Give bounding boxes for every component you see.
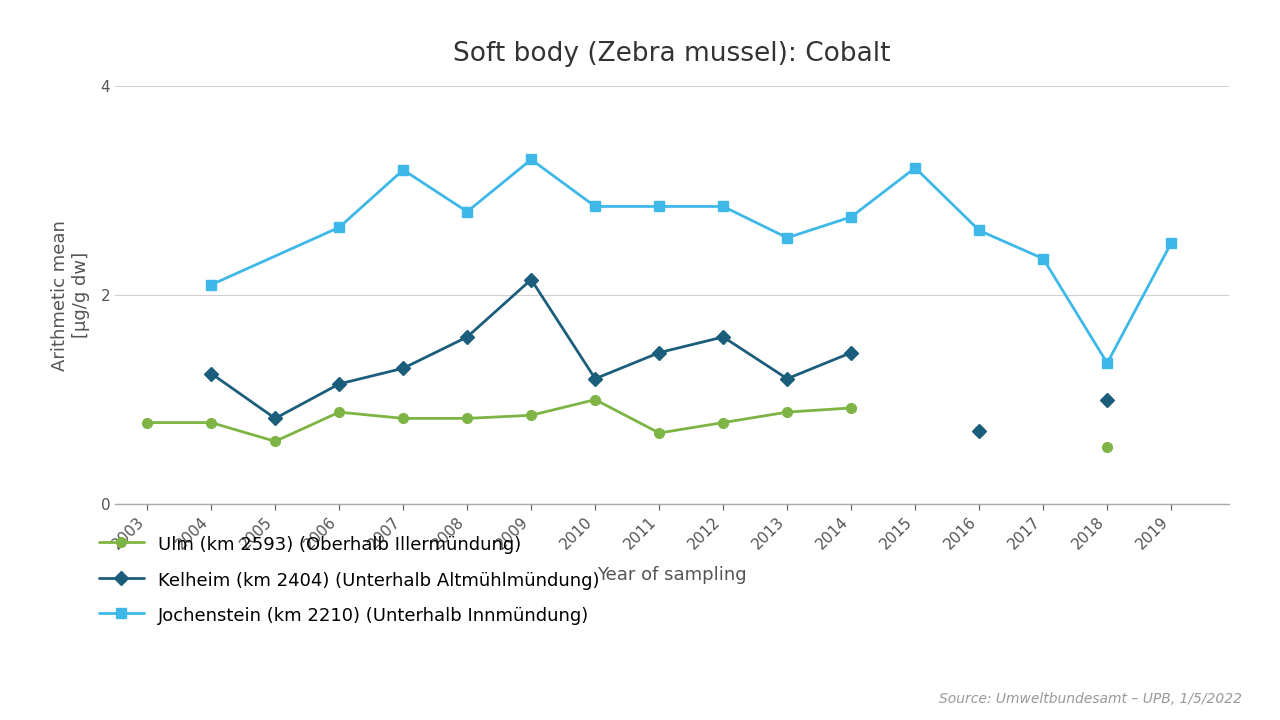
- Jochenstein (km 2210) (Unterhalb Innmündung): [332, 223, 347, 232]
- Ulm (km 2593) (Oberhalb Illermündung): [332, 408, 347, 416]
- Jochenstein (km 2210) (Unterhalb Innmündung): [1036, 254, 1051, 263]
- Y-axis label: Arithmetic mean
[µg/g dw]: Arithmetic mean [µg/g dw]: [51, 220, 90, 371]
- Ulm (km 2593) (Oberhalb Illermündung): [460, 414, 475, 423]
- Jochenstein (km 2210) (Unterhalb Innmündung): [844, 212, 859, 221]
- Jochenstein (km 2210) (Unterhalb Innmündung): [716, 202, 731, 211]
- Jochenstein (km 2210) (Unterhalb Innmündung): [1164, 239, 1179, 248]
- Legend: Ulm (km 2593) (Oberhalb Illermündung), Kelheim (km 2404) (Unterhalb Altmühlmündu: Ulm (km 2593) (Oberhalb Illermündung), K…: [99, 535, 600, 625]
- Ulm (km 2593) (Oberhalb Illermündung): [716, 418, 731, 427]
- Kelheim (km 2404) (Unterhalb Altmühlmündung): [524, 275, 539, 284]
- Line: Jochenstein (km 2210) (Unterhalb Innmündung): Jochenstein (km 2210) (Unterhalb Innmünd…: [206, 155, 1176, 368]
- Ulm (km 2593) (Oberhalb Illermündung): [652, 428, 667, 437]
- Kelheim (km 2404) (Unterhalb Altmühlmündung): [268, 414, 283, 423]
- Kelheim (km 2404) (Unterhalb Altmühlmündung): [780, 374, 795, 383]
- Kelheim (km 2404) (Unterhalb Altmühlmündung): [396, 364, 411, 373]
- Ulm (km 2593) (Oberhalb Illermündung): [396, 414, 411, 423]
- Kelheim (km 2404) (Unterhalb Altmühlmündung): [332, 379, 347, 388]
- X-axis label: Year of sampling: Year of sampling: [598, 566, 746, 584]
- Kelheim (km 2404) (Unterhalb Altmühlmündung): [204, 369, 219, 378]
- Jochenstein (km 2210) (Unterhalb Innmündung): [524, 156, 539, 164]
- Jochenstein (km 2210) (Unterhalb Innmündung): [780, 233, 795, 242]
- Text: Source: Umweltbundesamt – UPB, 1/5/2022: Source: Umweltbundesamt – UPB, 1/5/2022: [938, 692, 1242, 706]
- Jochenstein (km 2210) (Unterhalb Innmündung): [652, 202, 667, 211]
- Jochenstein (km 2210) (Unterhalb Innmündung): [588, 202, 603, 211]
- Jochenstein (km 2210) (Unterhalb Innmündung): [204, 281, 219, 289]
- Ulm (km 2593) (Oberhalb Illermündung): [780, 408, 795, 416]
- Ulm (km 2593) (Oberhalb Illermündung): [524, 411, 539, 420]
- Jochenstein (km 2210) (Unterhalb Innmündung): [1100, 359, 1115, 367]
- Kelheim (km 2404) (Unterhalb Altmühlmündung): [652, 348, 667, 357]
- Ulm (km 2593) (Oberhalb Illermündung): [204, 418, 219, 427]
- Line: Kelheim (km 2404) (Unterhalb Altmühlmündung): Kelheim (km 2404) (Unterhalb Altmühlmünd…: [206, 274, 856, 423]
- Jochenstein (km 2210) (Unterhalb Innmündung): [972, 226, 987, 235]
- Ulm (km 2593) (Oberhalb Illermündung): [588, 395, 603, 404]
- Kelheim (km 2404) (Unterhalb Altmühlmündung): [460, 333, 475, 341]
- Jochenstein (km 2210) (Unterhalb Innmündung): [460, 207, 475, 216]
- Title: Soft body (Zebra mussel): Cobalt: Soft body (Zebra mussel): Cobalt: [453, 42, 891, 68]
- Ulm (km 2593) (Oberhalb Illermündung): [140, 418, 155, 427]
- Jochenstein (km 2210) (Unterhalb Innmündung): [396, 166, 411, 174]
- Ulm (km 2593) (Oberhalb Illermündung): [844, 404, 859, 413]
- Kelheim (km 2404) (Unterhalb Altmühlmündung): [716, 333, 731, 341]
- Line: Ulm (km 2593) (Oberhalb Illermündung): Ulm (km 2593) (Oberhalb Illermündung): [142, 395, 856, 446]
- Kelheim (km 2404) (Unterhalb Altmühlmündung): [844, 348, 859, 357]
- Ulm (km 2593) (Oberhalb Illermündung): [268, 437, 283, 446]
- Kelheim (km 2404) (Unterhalb Altmühlmündung): [588, 374, 603, 383]
- Jochenstein (km 2210) (Unterhalb Innmündung): [908, 163, 923, 172]
